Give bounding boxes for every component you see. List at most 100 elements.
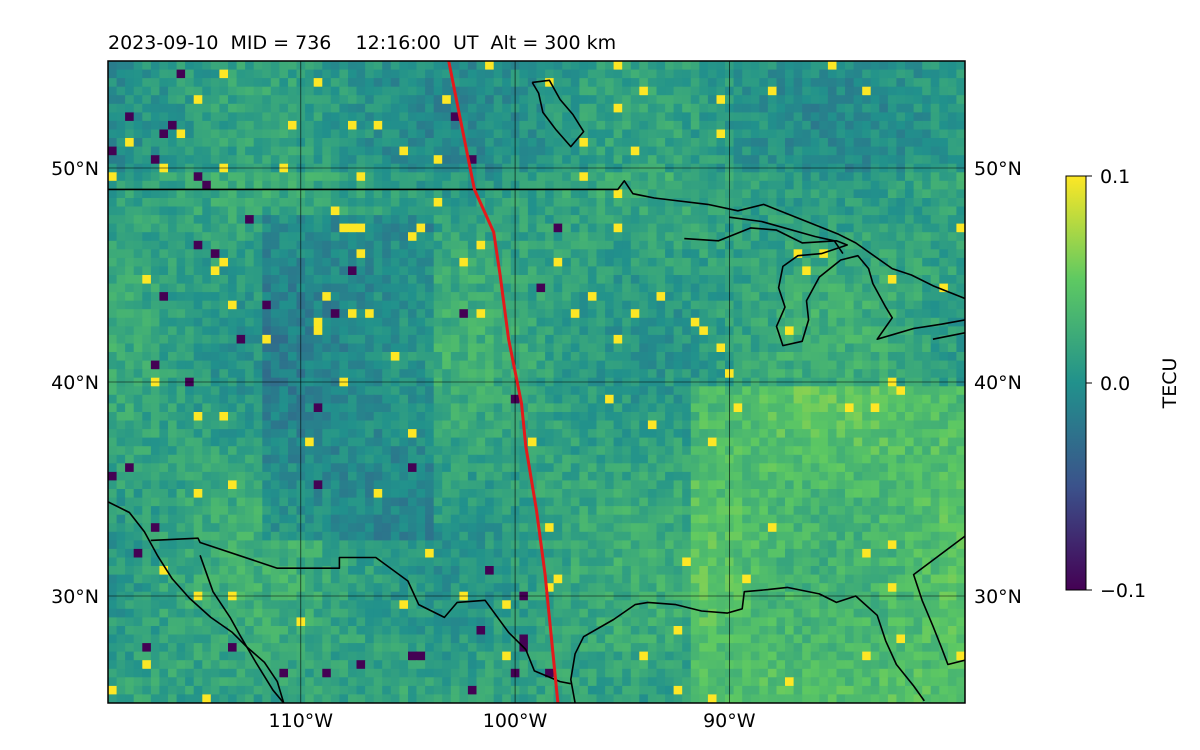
heatmap-cell — [450, 480, 460, 490]
heatmap-cell — [150, 352, 161, 362]
heatmap-cell — [176, 446, 186, 456]
heatmap-cell — [853, 292, 863, 302]
heatmap-cell — [913, 429, 923, 439]
heatmap-cell — [373, 343, 383, 353]
heatmap-cell — [622, 334, 632, 345]
heatmap-cell — [793, 240, 803, 250]
heatmap-cell — [545, 429, 555, 439]
heatmap-cell — [947, 206, 958, 216]
heatmap-cell — [527, 172, 538, 182]
heatmap-cell — [579, 206, 589, 216]
heatmap-cell — [845, 249, 855, 259]
heatmap-cell — [270, 360, 280, 370]
heatmap-cell — [108, 471, 118, 482]
heatmap-cell — [750, 232, 760, 242]
heatmap-cell — [836, 446, 846, 456]
heatmap-cell — [853, 129, 863, 139]
heatmap-cell — [502, 386, 512, 396]
heatmap-cell — [545, 446, 555, 456]
heatmap-cell — [502, 420, 512, 430]
heatmap-cell — [510, 309, 520, 319]
heatmap-cell — [459, 369, 469, 379]
heatmap-cell — [399, 334, 409, 345]
heatmap-cell — [433, 198, 443, 208]
heatmap-cell — [527, 189, 538, 199]
heatmap-cell — [819, 300, 829, 310]
heatmap-cell — [270, 206, 280, 216]
heatmap-cell — [493, 232, 503, 242]
heatmap-cell — [759, 61, 769, 71]
heatmap-cell — [433, 112, 443, 122]
heatmap-cell — [459, 343, 469, 353]
heatmap-cell — [510, 360, 520, 370]
heatmap-cell — [125, 61, 135, 71]
heatmap-cell — [390, 403, 400, 413]
heatmap-cell — [647, 420, 658, 430]
heatmap-cell — [870, 377, 880, 387]
heatmap-cell — [125, 334, 135, 345]
heatmap-cell — [416, 78, 426, 88]
heatmap-cell — [202, 309, 212, 319]
heatmap-cell — [896, 215, 906, 225]
heatmap-cell — [236, 283, 246, 293]
heatmap-cell — [905, 403, 915, 413]
heatmap-cell — [236, 103, 246, 113]
heatmap-cell — [545, 206, 555, 216]
heatmap-cell — [665, 95, 675, 105]
heatmap-cell — [116, 300, 126, 310]
heatmap-cell — [382, 232, 392, 242]
heatmap-cell — [219, 189, 229, 199]
heatmap-cell — [270, 86, 280, 96]
heatmap-cell — [493, 103, 503, 113]
heatmap-cell — [682, 437, 692, 447]
heatmap-cell — [202, 206, 212, 216]
heatmap-cell — [330, 215, 340, 225]
heatmap-cell — [416, 454, 426, 464]
heatmap-cell — [399, 78, 409, 88]
heatmap-cell — [236, 275, 246, 285]
heatmap-cell — [716, 112, 726, 122]
heatmap-cell — [288, 146, 298, 156]
heatmap-cell — [707, 206, 718, 216]
heatmap-cell — [553, 403, 563, 413]
heatmap-cell — [313, 78, 323, 88]
heatmap-cell — [716, 343, 726, 353]
heatmap-cell — [270, 352, 280, 362]
heatmap-cell — [322, 206, 332, 216]
heatmap-cell — [450, 437, 460, 447]
heatmap-cell — [433, 471, 443, 482]
heatmap-cell — [116, 240, 126, 250]
heatmap-cell — [185, 189, 195, 199]
heatmap-cell — [819, 86, 829, 96]
heatmap-cell — [596, 369, 606, 379]
heatmap-cell — [450, 412, 460, 422]
heatmap-cell — [870, 429, 880, 439]
heatmap-cell — [819, 257, 829, 268]
heatmap-cell — [527, 360, 538, 370]
heatmap-cell — [125, 317, 135, 327]
heatmap-cell — [527, 198, 538, 208]
heatmap-cell — [656, 334, 666, 345]
heatmap-cell — [956, 317, 965, 327]
heatmap-cell — [236, 86, 246, 96]
heatmap-cell — [750, 61, 760, 71]
heatmap-cell — [647, 369, 658, 379]
heatmap-cell — [485, 343, 495, 353]
heatmap-cell — [613, 386, 623, 396]
heatmap-cell — [596, 283, 606, 293]
heatmap-cell — [142, 138, 152, 148]
heatmap-cell — [330, 480, 340, 490]
heatmap-cell — [485, 120, 495, 131]
heatmap-cell — [125, 326, 135, 336]
heatmap-cell — [759, 326, 769, 336]
heatmap-cell — [733, 155, 743, 165]
heatmap-cell — [665, 437, 675, 447]
heatmap-cell — [587, 129, 598, 139]
heatmap-cell — [793, 300, 803, 310]
heatmap-cell — [176, 377, 186, 387]
heatmap-cell — [536, 223, 546, 233]
heatmap-cell — [322, 257, 332, 268]
heatmap-cell — [348, 446, 358, 456]
heatmap-cell — [767, 403, 778, 413]
heatmap-cell — [836, 215, 846, 225]
